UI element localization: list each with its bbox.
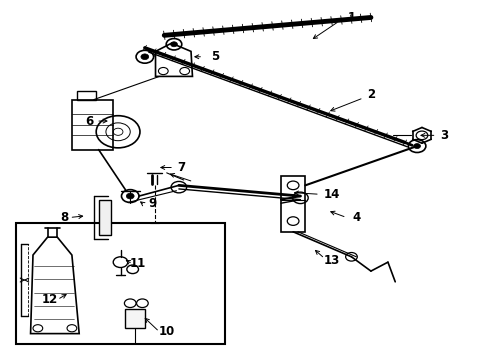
Circle shape (170, 42, 177, 47)
Circle shape (141, 54, 148, 60)
Bar (16, 223, 224, 344)
Text: 7: 7 (177, 161, 185, 174)
Text: 2: 2 (366, 88, 374, 101)
Text: 9: 9 (148, 197, 156, 210)
Bar (99, 200, 111, 235)
Circle shape (413, 144, 420, 149)
Bar (125, 309, 144, 328)
Text: 14: 14 (323, 188, 340, 201)
Text: 10: 10 (158, 325, 175, 338)
Bar (72, 100, 113, 150)
Bar (77, 91, 96, 100)
Text: 13: 13 (323, 254, 340, 267)
Text: 1: 1 (346, 11, 355, 24)
Text: 6: 6 (84, 114, 93, 127)
Text: 11: 11 (129, 257, 145, 270)
Bar (281, 176, 305, 232)
Circle shape (126, 193, 134, 199)
Text: 8: 8 (61, 211, 69, 224)
Text: 5: 5 (211, 50, 219, 63)
Text: 3: 3 (439, 129, 447, 142)
Text: 12: 12 (42, 293, 58, 306)
Text: 4: 4 (351, 211, 360, 224)
